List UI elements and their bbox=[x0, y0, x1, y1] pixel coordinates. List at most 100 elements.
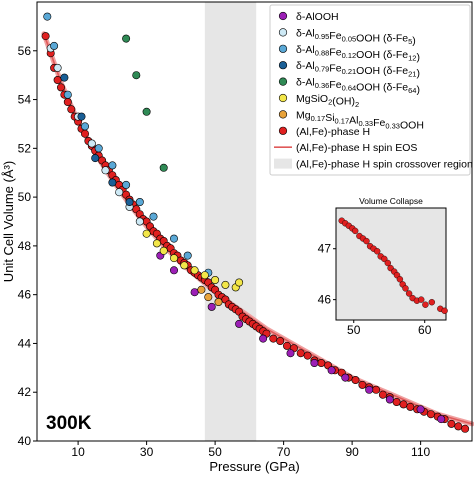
data-point bbox=[122, 34, 131, 43]
data-point bbox=[159, 246, 168, 255]
series-2 bbox=[43, 12, 213, 277]
data-point bbox=[115, 188, 124, 197]
y-tick-label: 46 bbox=[18, 288, 32, 302]
x-tick-label: 10 bbox=[71, 445, 85, 459]
data-point bbox=[269, 334, 278, 343]
y-tick-label: 54 bbox=[18, 93, 32, 107]
x-tick-label: 70 bbox=[277, 445, 291, 459]
series-6 bbox=[197, 285, 223, 306]
data-point bbox=[170, 266, 179, 275]
legend-label: (Al,Fe)-phase H spin crossover region bbox=[296, 159, 473, 171]
data-point bbox=[197, 285, 206, 294]
data-point bbox=[358, 380, 367, 389]
data-point bbox=[94, 144, 103, 153]
series-4 bbox=[122, 34, 168, 172]
inset-y-tick-label: 46 bbox=[318, 293, 332, 307]
data-point bbox=[392, 397, 401, 406]
data-point bbox=[286, 349, 295, 358]
legend-label: (Al,Fe)-phase H spin EOS bbox=[296, 142, 417, 154]
legend-label: Mg0.17Si0.17Al0.33Fe0.33OOH bbox=[296, 109, 424, 131]
plot-frame bbox=[36, 1, 473, 442]
data-point bbox=[170, 254, 179, 263]
data-point bbox=[63, 90, 72, 99]
data-point bbox=[77, 112, 86, 121]
data-point bbox=[63, 98, 72, 107]
data-point bbox=[214, 297, 223, 306]
legend-region-marker bbox=[274, 158, 292, 169]
x-tick-label: 90 bbox=[345, 445, 359, 459]
x-tick-label: 30 bbox=[140, 445, 154, 459]
series-3 bbox=[60, 73, 134, 207]
data-point bbox=[200, 271, 209, 280]
data-point bbox=[327, 366, 336, 375]
inset-data-point bbox=[384, 259, 391, 267]
data-point bbox=[132, 71, 141, 80]
legend-marker bbox=[278, 44, 288, 53]
data-point bbox=[372, 385, 381, 394]
legend-marker bbox=[278, 61, 288, 70]
data-point bbox=[416, 405, 425, 414]
inset-data-point bbox=[381, 255, 388, 263]
data-point bbox=[406, 402, 415, 411]
legend-box bbox=[269, 4, 471, 176]
data-point bbox=[317, 358, 326, 367]
inset-data-point bbox=[352, 227, 359, 235]
data-point bbox=[108, 161, 117, 170]
data-point bbox=[67, 105, 76, 114]
data-point bbox=[310, 358, 319, 367]
legend-label: δ-Al0.36Fe0.64OOH (δ-Fe64) bbox=[296, 77, 420, 97]
data-point bbox=[207, 302, 216, 311]
data-point bbox=[41, 32, 50, 41]
data-point bbox=[108, 178, 117, 187]
inset-y-tick-label: 47 bbox=[318, 242, 332, 256]
inset-x-tick-label: 60 bbox=[418, 323, 432, 337]
inset-data-point bbox=[422, 301, 429, 308]
data-point bbox=[399, 400, 408, 409]
data-point bbox=[142, 229, 151, 238]
data-point bbox=[81, 129, 90, 138]
data-point bbox=[101, 166, 110, 175]
data-point bbox=[60, 73, 69, 82]
data-point bbox=[125, 198, 134, 207]
y-tick-label: 52 bbox=[18, 141, 32, 155]
data-point bbox=[170, 234, 179, 243]
data-point bbox=[190, 288, 199, 297]
data-point bbox=[122, 180, 131, 189]
inset-data-point bbox=[396, 276, 404, 283]
legend-label: MgSiO2(OH)2 bbox=[296, 93, 359, 109]
legend-marker bbox=[278, 77, 288, 86]
legend-label: δ-Al0.95Fe0.05OOH (δ-Fe5) bbox=[296, 27, 416, 47]
data-point bbox=[447, 419, 456, 428]
data-point bbox=[276, 336, 285, 345]
y-tick-label: 42 bbox=[18, 385, 32, 399]
data-point bbox=[365, 385, 374, 394]
data-point bbox=[81, 122, 90, 131]
data-point bbox=[135, 198, 144, 207]
legend-marker bbox=[278, 126, 288, 135]
legend-label: (Al,Fe)-phase H bbox=[296, 126, 370, 138]
inset-data-point bbox=[402, 285, 409, 292]
data-point bbox=[351, 375, 360, 384]
inset-title: Volume Collapse bbox=[359, 196, 423, 206]
data-point bbox=[50, 41, 59, 50]
data-point bbox=[437, 415, 446, 424]
inset-data-point bbox=[441, 307, 448, 314]
data-point bbox=[159, 163, 168, 172]
data-point bbox=[235, 278, 244, 287]
data-point bbox=[149, 212, 158, 221]
data-point bbox=[385, 395, 394, 404]
data-point bbox=[235, 319, 244, 328]
data-point bbox=[142, 107, 151, 116]
legend-marker bbox=[278, 28, 288, 37]
data-point bbox=[87, 139, 96, 148]
legend-label: δ-Al0.79Fe0.21OOH (δ-Fe21) bbox=[296, 60, 420, 80]
y-tick-label: 40 bbox=[18, 434, 32, 448]
data-point bbox=[461, 424, 470, 433]
series-5 bbox=[142, 229, 244, 292]
data-point bbox=[378, 390, 387, 399]
x-axis-label: Pressure (GPa) bbox=[209, 459, 299, 474]
inset-data-point bbox=[428, 299, 435, 306]
data-point bbox=[204, 293, 213, 302]
